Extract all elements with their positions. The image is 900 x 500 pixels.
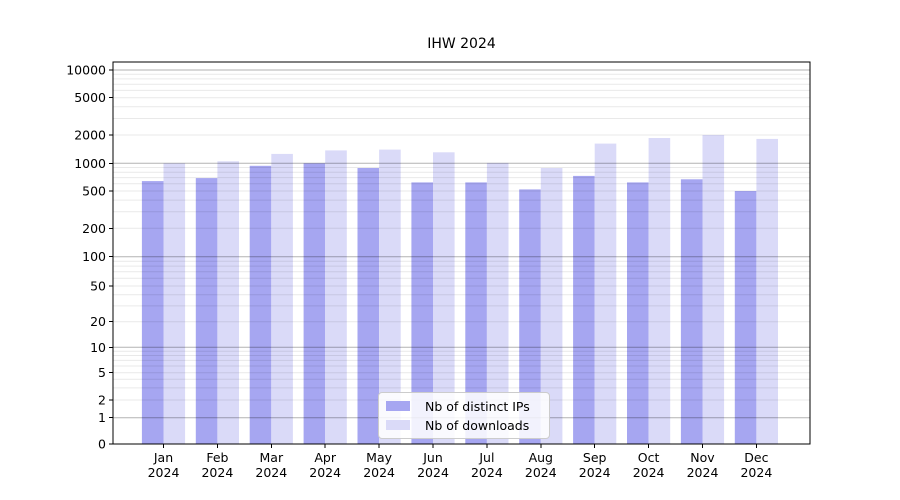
- bar: [680, 179, 703, 445]
- bar: [594, 143, 617, 444]
- y-tick-label: 2: [98, 393, 106, 408]
- legend-swatch: [386, 420, 410, 430]
- x-tick-label: Oct: [638, 450, 660, 465]
- x-tick-label: Jun: [422, 450, 443, 465]
- x-tick-label: 2024: [148, 465, 180, 480]
- bar: [163, 163, 186, 445]
- x-tick-label: 2024: [309, 465, 341, 480]
- bar: [627, 182, 649, 444]
- x-tick-label: 2024: [740, 465, 772, 480]
- bar: [217, 161, 239, 445]
- bar: [702, 135, 725, 444]
- bar: [573, 175, 595, 444]
- x-tick-label: 2024: [471, 465, 503, 480]
- x-tick-label: Dec: [744, 450, 768, 465]
- y-tick-label: 0: [98, 437, 106, 452]
- x-tick-label: Aug: [529, 450, 553, 465]
- legend-swatch: [386, 401, 410, 411]
- legend: Nb of distinct IPs Nb of downloads: [378, 392, 550, 439]
- legend-label: Nb of distinct IPs: [425, 398, 530, 414]
- x-tick-label: 2024: [255, 465, 287, 480]
- x-tick-label: 2024: [687, 465, 719, 480]
- y-tick-label: 50: [90, 279, 106, 294]
- bar: [540, 168, 563, 444]
- y-tick-label: 1000: [74, 156, 106, 171]
- legend-item: Nb of downloads: [386, 418, 541, 433]
- y-tick-label: 1: [98, 410, 106, 425]
- x-tick-label: 2024: [417, 465, 449, 480]
- bar: [648, 138, 671, 444]
- y-tick-label: 200: [82, 221, 106, 236]
- legend-label: Nb of downloads: [425, 417, 530, 433]
- bar: [271, 153, 293, 444]
- y-tick-label: 10000: [66, 63, 106, 78]
- chart-title: IHW 2024: [427, 36, 496, 52]
- bar: [303, 163, 326, 445]
- bar: [379, 149, 401, 444]
- bar: [325, 150, 347, 444]
- legend-item: Nb of distinct IPs: [386, 399, 541, 414]
- y-tick-label: 5: [98, 365, 106, 380]
- y-tick-label: 10: [90, 340, 106, 355]
- bar: [756, 138, 778, 444]
- bar: [249, 165, 272, 445]
- x-tick-label: Feb: [206, 450, 228, 465]
- bar: [357, 168, 380, 444]
- x-tick-label: 2024: [579, 465, 611, 480]
- x-tick-label: Jul: [478, 450, 494, 465]
- plot-border: [112, 61, 811, 445]
- y-tick-label: 2000: [74, 128, 106, 143]
- bar: [486, 162, 509, 444]
- bar: [734, 191, 757, 444]
- y-tick-label: 100: [82, 249, 106, 264]
- x-tick-label: Sep: [583, 450, 607, 465]
- x-tick-label: Apr: [314, 450, 336, 465]
- x-tick-label: 2024: [633, 465, 665, 480]
- y-tick-label: 5000: [74, 90, 106, 105]
- x-tick-label: 2024: [525, 465, 557, 480]
- x-tick-label: Mar: [260, 450, 284, 465]
- x-tick-label: 2024: [363, 465, 395, 480]
- bar: [433, 152, 455, 445]
- bar: [195, 178, 218, 444]
- y-tick-label: 500: [82, 184, 106, 199]
- bar: [411, 182, 433, 444]
- x-tick-label: Jan: [153, 450, 173, 465]
- x-tick-label: May: [366, 450, 392, 465]
- x-tick-label: 2024: [201, 465, 233, 480]
- bar: [141, 181, 164, 444]
- x-tick-label: Nov: [690, 450, 715, 465]
- y-tick-label: 20: [90, 314, 106, 329]
- bar: [519, 189, 541, 444]
- bar: [465, 182, 487, 444]
